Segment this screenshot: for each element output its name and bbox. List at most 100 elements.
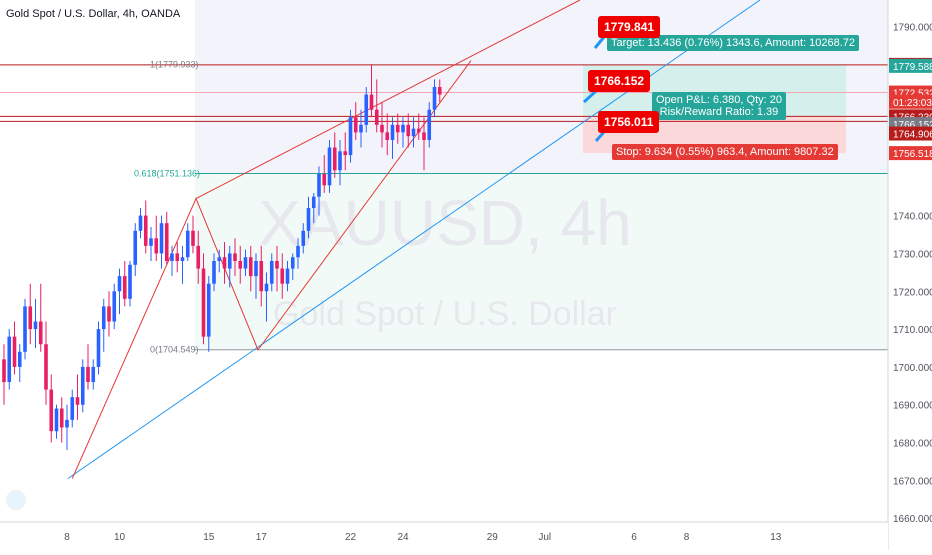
candle-body xyxy=(416,128,421,133)
price-tag-label: 1756.518 xyxy=(893,149,932,160)
candle-body xyxy=(348,117,353,156)
price-tag-label: 1764.906 xyxy=(893,130,932,141)
candle-body xyxy=(217,257,222,261)
y-tick-label: 1690.000 xyxy=(893,401,932,412)
candle-body xyxy=(65,419,69,428)
candle-body xyxy=(149,238,153,246)
candle-body xyxy=(112,291,117,322)
candle-body xyxy=(54,408,59,432)
candle-body xyxy=(185,230,190,258)
candle-body xyxy=(28,306,33,330)
callout-target-pointer xyxy=(593,36,606,49)
pattern-lines xyxy=(71,60,472,479)
trendline-red xyxy=(195,0,581,200)
candle-body xyxy=(107,306,111,322)
chart-title: Gold Spot / U.S. Dollar, 4h, OANDA xyxy=(6,8,181,20)
candle-body xyxy=(332,147,337,171)
candle-body xyxy=(180,257,185,261)
candle-body xyxy=(311,196,316,209)
callout-target[interactable]: 1779.841 xyxy=(598,16,661,38)
y-tick-label: 1710.000 xyxy=(893,325,932,336)
candle-body xyxy=(206,283,211,337)
candle-body xyxy=(390,124,395,140)
candle-body xyxy=(59,408,64,428)
y-tick-label: 1660.000 xyxy=(893,514,932,525)
candle-body xyxy=(133,230,138,265)
candle-body xyxy=(411,128,416,137)
watermark-name: Gold Spot / U.S. Dollar xyxy=(273,295,617,333)
fib-1-label: 1(1779.933) xyxy=(150,60,199,70)
candle-body xyxy=(154,238,159,254)
y-tick-label: 1740.000 xyxy=(893,212,932,223)
price-tag-bg xyxy=(889,94,932,109)
candle-body xyxy=(44,344,48,390)
candle-body xyxy=(2,359,6,383)
candle-body xyxy=(86,366,90,383)
candle-body xyxy=(427,109,432,140)
candle-body xyxy=(233,253,237,261)
price-tag-label: 1766.152 xyxy=(893,120,932,131)
price-tag-bg xyxy=(889,146,932,161)
candle-body xyxy=(159,223,164,254)
y-tick-label: 1700.000 xyxy=(893,363,932,374)
callout-entry[interactable]: 1766.152 xyxy=(588,70,651,92)
candle-body xyxy=(117,276,122,292)
fib-lower-zone xyxy=(195,173,888,350)
target-info-label: Target: 13.436 (0.76%) 1343.6, Amount: 1… xyxy=(607,35,860,51)
price-tag-label: 1779.588 xyxy=(893,62,932,73)
watermark-symbol: XAUUSD, 4h xyxy=(258,187,631,259)
candle-body xyxy=(254,261,258,277)
price-tag-label: 01:23:03 xyxy=(893,98,932,109)
candle-body xyxy=(401,124,405,133)
candle-body xyxy=(196,245,201,269)
candle-body xyxy=(432,87,437,110)
candle-body xyxy=(238,261,243,269)
candle-body xyxy=(327,147,332,186)
price-axis-bg xyxy=(888,0,932,550)
y-tick-label: 1670.000 xyxy=(893,476,932,487)
y-tick-label: 1730.000 xyxy=(893,249,932,260)
tradingview-logo-icon[interactable] xyxy=(6,490,26,510)
candle-body xyxy=(175,253,180,261)
candle-body xyxy=(285,268,290,284)
y-tick-label: 1720.000 xyxy=(893,287,932,298)
candle-body xyxy=(437,87,442,95)
candle-body xyxy=(227,253,232,269)
y-tick-label: 1790.000 xyxy=(893,22,932,33)
time-axis-bg xyxy=(0,522,888,550)
candle-body xyxy=(359,124,363,133)
candle-body xyxy=(296,245,300,258)
candle-body xyxy=(280,268,285,284)
candle-body xyxy=(275,261,279,269)
candle-body xyxy=(7,336,12,383)
candle-body xyxy=(23,306,27,352)
candle-body xyxy=(128,264,132,299)
candle-body xyxy=(406,124,411,137)
candle-body xyxy=(248,257,253,277)
x-tick-label: 10 xyxy=(114,532,126,543)
candle-body xyxy=(170,253,174,261)
candle-body xyxy=(269,261,274,284)
candle-body xyxy=(322,174,327,186)
candle-body xyxy=(306,208,311,231)
candle-body xyxy=(222,257,227,269)
candle-body xyxy=(264,283,269,292)
candle-body xyxy=(17,351,22,367)
candle-body xyxy=(343,151,348,156)
candle-body xyxy=(380,124,384,133)
candle-body xyxy=(191,230,195,246)
candle-body xyxy=(70,397,75,420)
candle-body xyxy=(369,94,374,110)
fib-0618-label: 0.618(1751.136) xyxy=(134,168,200,178)
candle-body xyxy=(38,321,43,345)
x-tick-label: 8 xyxy=(684,532,690,543)
candle-body xyxy=(290,257,295,269)
candle-body xyxy=(164,223,169,261)
x-tick-label: 24 xyxy=(397,532,409,543)
candle-body xyxy=(12,336,17,367)
candle-body xyxy=(364,94,369,125)
callout-stop[interactable]: 1756.011 xyxy=(598,111,660,133)
candle-body xyxy=(301,230,306,246)
